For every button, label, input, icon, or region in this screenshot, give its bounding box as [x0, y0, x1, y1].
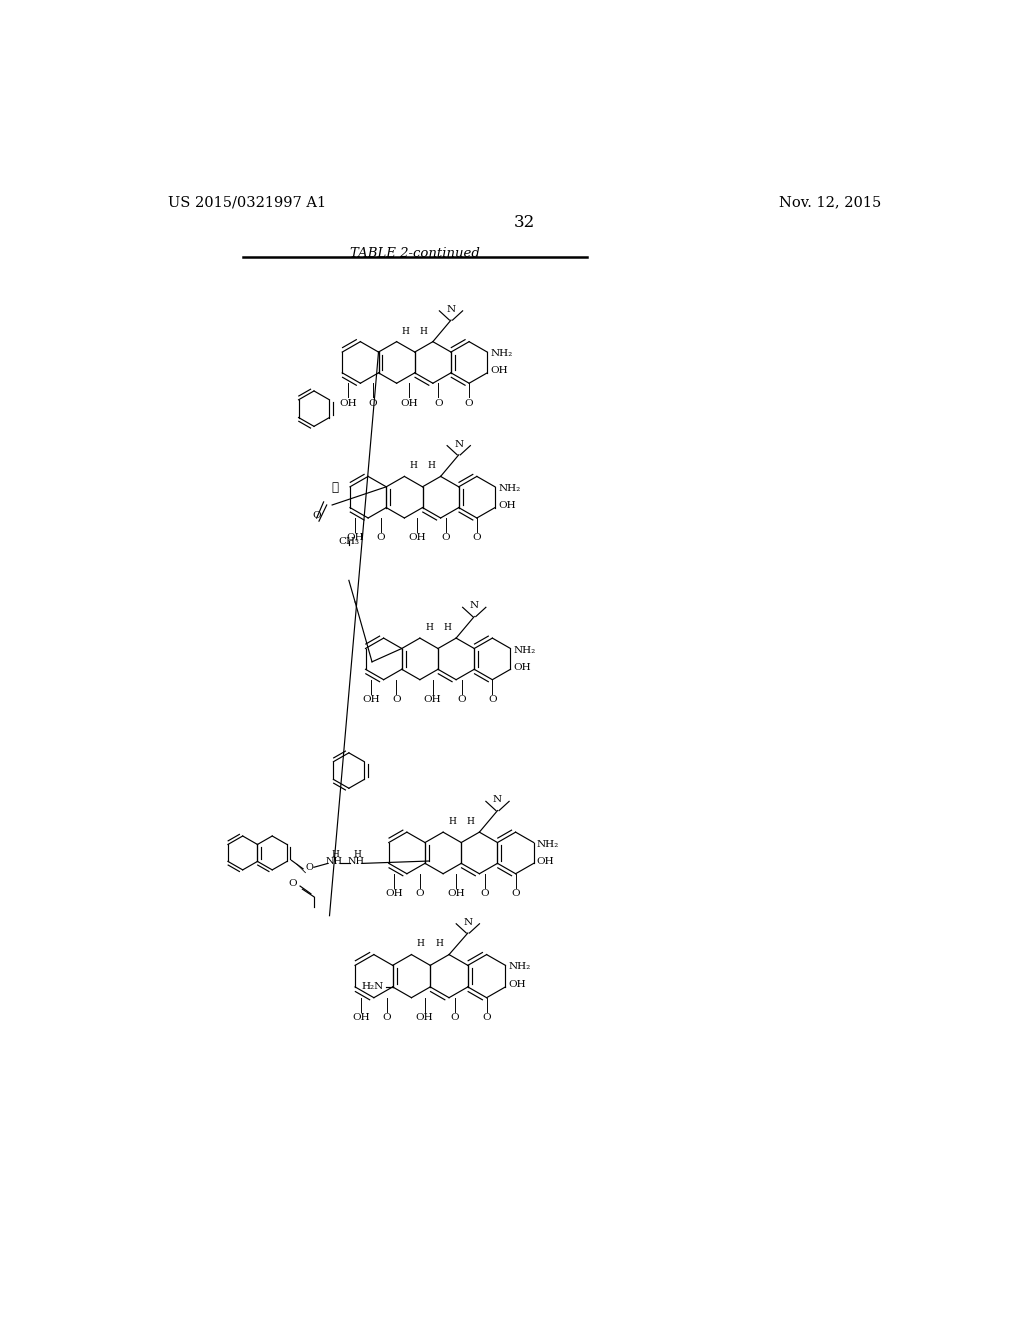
Text: O: O — [480, 890, 489, 898]
Text: OH: OH — [347, 533, 365, 543]
Text: O: O — [383, 1014, 391, 1022]
Text: H₂N: H₂N — [361, 982, 384, 991]
Text: NH₂: NH₂ — [513, 645, 536, 655]
Text: N: N — [455, 440, 463, 449]
Text: ⓘ: ⓘ — [331, 482, 338, 494]
Text: OH: OH — [339, 399, 356, 408]
Text: H: H — [417, 940, 425, 949]
Text: NH₂: NH₂ — [490, 348, 513, 358]
Text: H: H — [435, 940, 443, 949]
Text: H: H — [449, 817, 456, 826]
Text: OH: OH — [352, 1014, 370, 1022]
Text: H: H — [332, 850, 340, 859]
Text: H: H — [401, 326, 410, 335]
Text: NH: NH — [347, 858, 365, 866]
Text: H: H — [428, 461, 435, 470]
Text: O: O — [288, 879, 297, 888]
Text: OH: OH — [416, 1014, 433, 1022]
Text: O: O — [377, 533, 385, 543]
Text: OH: OH — [498, 502, 516, 511]
Text: OH: OH — [509, 981, 526, 990]
Text: OH: OH — [447, 890, 465, 898]
Text: TABLE 2-continued: TABLE 2-continued — [350, 247, 479, 260]
Text: O: O — [392, 696, 400, 704]
Text: H: H — [410, 461, 418, 470]
Text: O: O — [465, 399, 473, 408]
Text: H: H — [466, 817, 474, 826]
Text: NH₂: NH₂ — [537, 840, 559, 849]
Text: NH₂: NH₂ — [509, 962, 530, 972]
Text: O: O — [434, 399, 442, 408]
Text: OH: OH — [513, 663, 531, 672]
Text: OH: OH — [409, 533, 426, 543]
Text: US 2015/0321997 A1: US 2015/0321997 A1 — [168, 195, 327, 210]
Text: O: O — [369, 399, 378, 408]
Text: NH: NH — [326, 858, 343, 866]
Text: N: N — [446, 305, 456, 314]
Text: Nov. 12, 2015: Nov. 12, 2015 — [779, 195, 882, 210]
Text: OH: OH — [362, 696, 380, 704]
Text: O: O — [488, 696, 497, 704]
Text: O: O — [451, 1014, 459, 1022]
Text: OH: OH — [537, 857, 554, 866]
Text: OH: OH — [424, 696, 441, 704]
Text: O: O — [416, 890, 424, 898]
Text: O: O — [482, 1014, 490, 1022]
Text: O: O — [305, 863, 313, 873]
Text: N: N — [470, 602, 479, 610]
Text: H: H — [443, 623, 451, 632]
Text: O: O — [312, 511, 321, 520]
Text: NH₂: NH₂ — [498, 484, 520, 492]
Text: OH: OH — [490, 367, 508, 375]
Text: H: H — [420, 326, 428, 335]
Text: CH₃: CH₃ — [338, 537, 359, 546]
Text: O: O — [511, 890, 520, 898]
Text: O: O — [441, 533, 451, 543]
Text: H: H — [425, 623, 433, 632]
Text: H: H — [353, 850, 361, 859]
Text: OH: OH — [400, 399, 418, 408]
Text: 32: 32 — [514, 214, 536, 231]
Text: OH: OH — [385, 890, 403, 898]
Text: O: O — [458, 696, 466, 704]
Text: N: N — [493, 796, 502, 804]
Text: O: O — [472, 533, 481, 543]
Text: N: N — [463, 917, 472, 927]
